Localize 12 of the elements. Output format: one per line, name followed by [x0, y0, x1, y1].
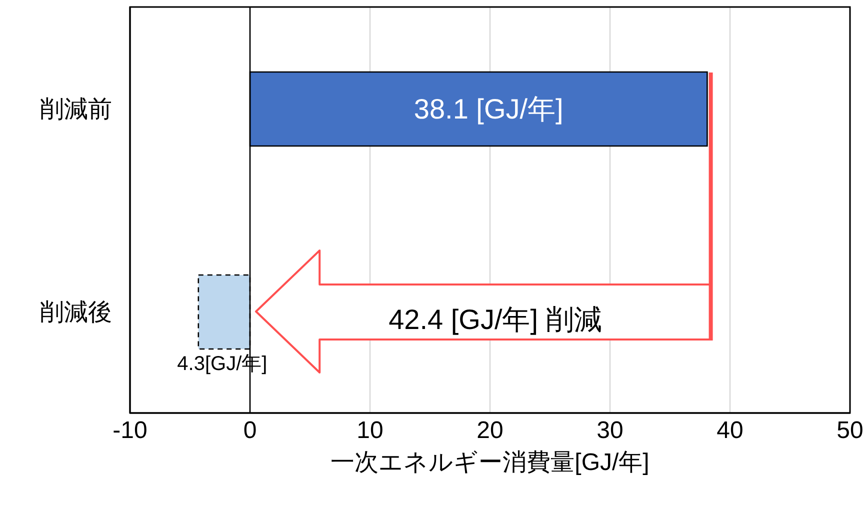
- data-label: 38.1 [GJ/年]: [414, 94, 564, 124]
- y-tick-label: 削減後: [40, 299, 112, 326]
- x-tick-label: 40: [716, 417, 744, 444]
- x-tick-label: -10: [112, 417, 148, 444]
- x-tick-label: 30: [596, 417, 624, 444]
- y-tick-label: 削減前: [40, 96, 112, 124]
- x-tick-label: 50: [836, 417, 864, 444]
- x-tick-label: 10: [356, 417, 384, 444]
- x-tick-label: 0: [243, 417, 257, 444]
- annotation: 42.4 [GJ/年] 削減: [388, 304, 602, 335]
- x-tick-label: 20: [476, 417, 504, 444]
- x-axis-title: 一次エネルギー消費量[GJ/年]: [330, 449, 650, 476]
